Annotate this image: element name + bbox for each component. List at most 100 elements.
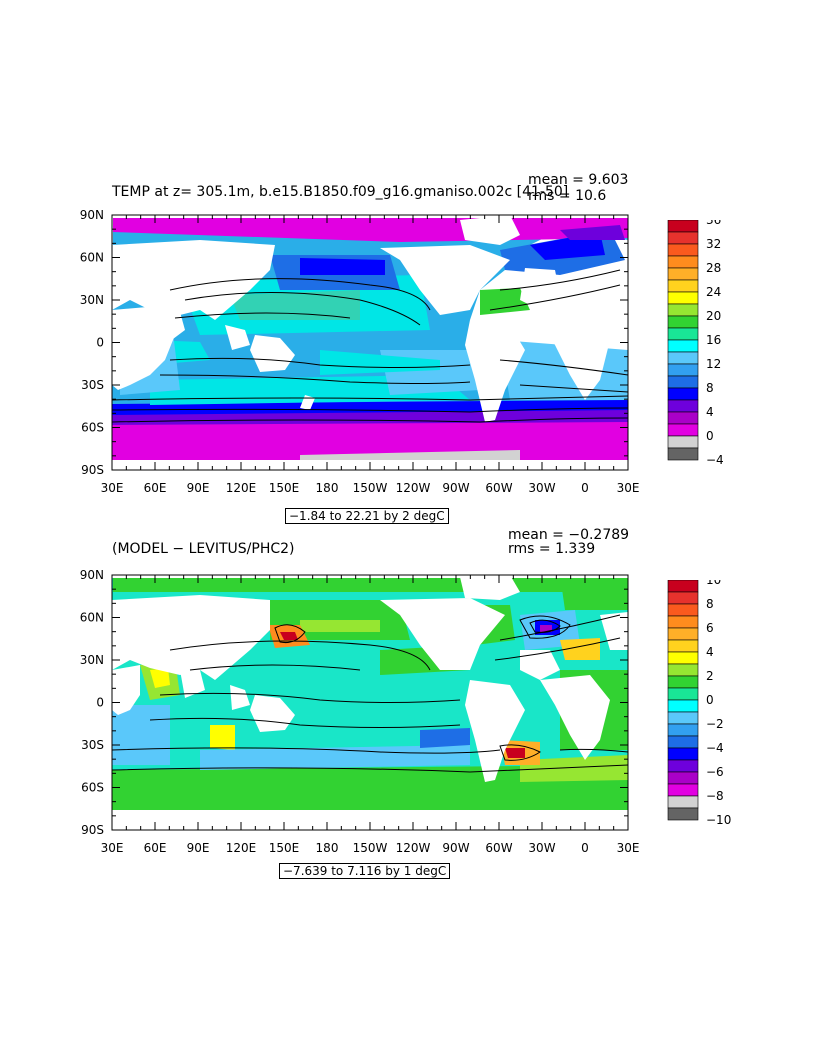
colorbar-swatch: [667, 687, 699, 701]
lon-label: 120W: [396, 841, 431, 855]
colorbar-swatch: [667, 279, 699, 293]
lon-label: 150E: [269, 841, 300, 855]
lat-label: 90S: [81, 463, 104, 477]
rms-value: rms = 1.339: [508, 541, 596, 557]
colorbar-swatch: [667, 615, 699, 629]
colorbar-label: 0: [706, 429, 714, 443]
colorbar-swatches: [667, 220, 699, 461]
colorbar-label: 2: [706, 669, 714, 683]
colorbar-swatch: [667, 327, 699, 341]
colorbar-swatch: [667, 231, 699, 245]
lon-label: 30W: [528, 841, 555, 855]
latitude-labels: 90N 60N 30N 0 30S 60S 90S: [80, 208, 104, 477]
colorbar-label: 20: [706, 309, 721, 323]
lat-label: 30S: [81, 738, 104, 752]
lat-label: 0: [96, 336, 104, 350]
lat-label: 30N: [80, 653, 104, 667]
colorbar-label: −10: [706, 813, 731, 827]
colorbar-swatch: [667, 435, 699, 449]
lat-label: 30N: [80, 293, 104, 307]
colorbar-swatch: [667, 387, 699, 401]
colorbar-label: 28: [706, 261, 721, 275]
colorbar-swatch: [667, 783, 699, 797]
lat-label: 90N: [80, 568, 104, 582]
colorbar-swatch: [667, 363, 699, 377]
colorbar-swatch: [667, 735, 699, 749]
colorbar-label: 8: [706, 381, 714, 395]
lat-label: 90S: [81, 823, 104, 837]
colorbar-swatch: [667, 291, 699, 305]
colorbar: 10 8 6 4 2 0 −2 −4 −6 −8 −10: [667, 580, 731, 827]
longitude-labels: 30E 60E 90E 120E 150E 180 150W 120W 90W 60W 30W 0 30…: [101, 481, 640, 495]
colorbar-swatch: [667, 759, 699, 773]
lat-label: 60N: [80, 611, 104, 625]
colorbar-swatch: [667, 711, 699, 725]
lon-label: 150W: [353, 481, 388, 495]
lon-label: 30E: [617, 841, 640, 855]
lon-label: 60W: [485, 481, 512, 495]
colorbar-swatch: [667, 675, 699, 689]
lon-label: 150E: [269, 481, 300, 495]
colorbar-swatch: [667, 411, 699, 425]
colorbar-label: 6: [706, 621, 714, 635]
colorbar-swatch: [667, 220, 699, 233]
map-title: (MODEL − LEVITUS/PHC2): [112, 541, 295, 557]
lon-label: 90E: [187, 481, 210, 495]
colorbar-swatch: [667, 807, 699, 821]
colorbar-swatch: [667, 723, 699, 737]
lat-label: 60S: [81, 781, 104, 795]
colorbar-swatch: [667, 255, 699, 269]
colorbar-label: −8: [706, 789, 724, 803]
lon-label: 180: [316, 841, 339, 855]
colorbar-label: 36: [706, 220, 721, 227]
colorbar-label: 0: [706, 693, 714, 707]
lat-label: 60N: [80, 251, 104, 265]
lon-label: 180: [316, 481, 339, 495]
lon-label: 30W: [528, 481, 555, 495]
mean-value: mean = −0.2789: [508, 527, 630, 543]
lon-label: 120E: [226, 841, 257, 855]
temperature-map-panel: mean = 9.603 rms = 10.6 TEMP at z= 305.1…: [0, 160, 818, 530]
colorbar-swatch: [667, 580, 699, 593]
lon-label: 0: [581, 841, 589, 855]
lon-label: 90W: [442, 481, 469, 495]
lon-label: 90W: [442, 841, 469, 855]
axis-ticks: [111, 574, 629, 831]
axis-ticks: [111, 214, 629, 471]
colorbar-swatch: [667, 591, 699, 605]
colorbar-swatch: [667, 663, 699, 677]
colorbar-swatch: [667, 699, 699, 713]
lat-label: 0: [96, 696, 104, 710]
contour-range-label: −7.639 to 7.116 by 1 degC: [279, 863, 451, 879]
anomaly-map: 90N 60N 30N 0 30S 60S 90S 30E 60E 90E 120E 150E 180…: [80, 568, 640, 855]
latitude-labels: 90N 60N 30N 0 30S 60S 90S: [80, 568, 104, 837]
lon-label: 60E: [144, 481, 167, 495]
colorbar-swatch: [667, 423, 699, 437]
colorbar-swatch: [667, 603, 699, 617]
colorbar-label: 24: [706, 285, 721, 299]
lat-label: 60S: [81, 421, 104, 435]
colorbar-labels: 36 32 28 24 20 16 12 8 4 0 −4: [706, 220, 724, 467]
colorbar-swatch: [667, 303, 699, 317]
longitude-labels: 30E 60E 90E 120E 150E 180 150W 120W 90W 60W 30W 0 30…: [101, 841, 640, 855]
lon-label: 60E: [144, 841, 167, 855]
colorbar-swatch: [667, 651, 699, 665]
lat-label: 90N: [80, 208, 104, 222]
lon-label: 120W: [396, 481, 431, 495]
colorbar-swatch: [667, 639, 699, 653]
colorbar: 36 32 28 24 20 16 12 8 4 0 −4: [667, 220, 724, 467]
colorbar-swatch: [667, 795, 699, 809]
colorbar-swatch: [667, 447, 699, 461]
map-title: TEMP at z= 305.1m, b.e15.B1850.f09_g16.g…: [112, 184, 569, 200]
mean-value: mean = 9.603: [528, 172, 629, 188]
lon-label: 150W: [353, 841, 388, 855]
colorbar-label: 8: [706, 597, 714, 611]
colorbar-label: −4: [706, 741, 724, 755]
colorbar-label: −2: [706, 717, 724, 731]
lat-label: 30S: [81, 378, 104, 392]
colorbar-label: 10: [706, 580, 721, 587]
anomaly-map-panel: mean = −0.2789 rms = 1.339 (MODEL − LEVI…: [0, 520, 818, 890]
colorbar-label: 32: [706, 237, 721, 251]
colorbar-label: 16: [706, 333, 721, 347]
contour-range-label: −1.84 to 22.21 by 2 degC: [285, 508, 449, 524]
